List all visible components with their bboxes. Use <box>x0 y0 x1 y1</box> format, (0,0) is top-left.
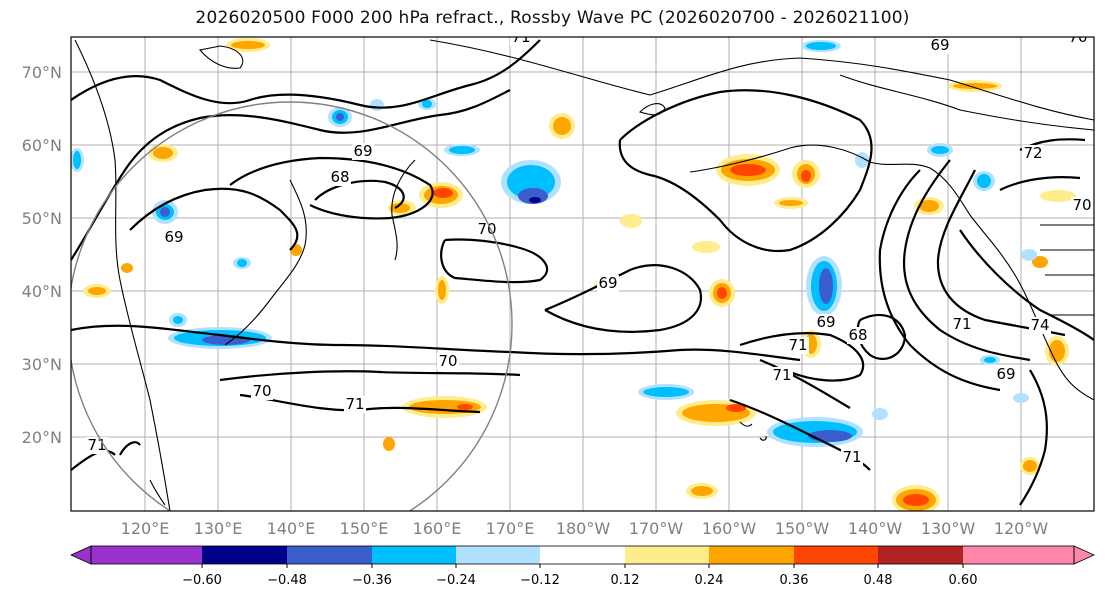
colorbar-tick-label: −0.60 <box>182 573 222 588</box>
contour-label-bg <box>510 37 532 46</box>
contour-label-bg <box>1071 197 1093 214</box>
colorbar-segment <box>287 546 372 564</box>
colorbar-segment <box>963 546 1074 564</box>
colorbar-ticks: −0.60 −0.48 −0.36 −0.24 −0.12 0.12 0.24 0.36 0.4… <box>182 564 977 588</box>
colorbar-segment <box>372 546 456 564</box>
graticule <box>71 37 1094 511</box>
latitude-labels: 70°N 60°N 50°N 40°N 30°N 20°N <box>22 63 62 447</box>
lon-label: 150°W <box>775 519 830 538</box>
contour-label: 72 <box>1023 144 1042 162</box>
colorbar-tick-label: 0.48 <box>864 573 893 588</box>
contour-label: 68 <box>330 168 349 186</box>
lon-label: 170°E <box>486 519 535 538</box>
contour-label-bg <box>1029 317 1051 334</box>
contour-label-bg <box>86 437 108 454</box>
contour-label: 69 <box>598 274 617 292</box>
contour-label-bg <box>352 143 374 160</box>
colorbar-tick-label: −0.12 <box>520 573 560 588</box>
contour-label: 71 <box>511 28 530 46</box>
contour-label: 71 <box>842 448 861 466</box>
contour-label: 70 <box>1072 196 1091 214</box>
lat-label: 70°N <box>22 63 62 82</box>
lat-label: 50°N <box>22 209 62 228</box>
contour-label: 70 <box>1068 28 1087 46</box>
colorbar-tick-label: −0.24 <box>436 573 476 588</box>
contour-label-bg <box>929 37 951 54</box>
contour-label-bg <box>1067 37 1089 46</box>
contour-label: 70 <box>477 220 496 238</box>
contour-label: 74 <box>1030 316 1049 334</box>
colorbar-segment <box>625 546 709 564</box>
lat-label: 60°N <box>22 136 62 155</box>
contour-label-bg <box>597 275 619 292</box>
contour-label: 70 <box>438 352 457 370</box>
colorbar-segment <box>878 546 963 564</box>
colorbar-min-extension <box>70 545 92 565</box>
colorbar-tick-label: −0.48 <box>267 573 307 588</box>
lon-label: 160°E <box>413 519 462 538</box>
contour-label-bg <box>344 396 366 413</box>
contour-label-bg <box>951 316 973 333</box>
colorbar-segment <box>709 546 794 564</box>
contour-label-bg <box>163 229 185 246</box>
contour-label: 71 <box>772 366 791 384</box>
colorbar-max-extension <box>1073 545 1095 565</box>
colorbar-segment <box>456 546 540 564</box>
lon-label: 120°W <box>994 519 1049 538</box>
contour-label: 69 <box>353 142 372 160</box>
contour-label-bg <box>1022 145 1044 162</box>
colorbar <box>70 545 1095 565</box>
longitude-labels: 120°E 130°E 140°E 150°E 160°E 170°E 180°W 170°W… <box>121 519 1049 538</box>
refractivity-contours <box>71 39 1094 506</box>
contour-label-bg <box>771 367 793 384</box>
contour-label: 70 <box>252 382 271 400</box>
colorbar-tick-label: −0.36 <box>352 573 392 588</box>
contour-label: 71 <box>952 315 971 333</box>
lat-label: 40°N <box>22 282 62 301</box>
great-circle <box>71 101 513 511</box>
contour-label-bg <box>329 169 351 186</box>
contour-label-bg <box>815 314 837 331</box>
lon-label: 120°E <box>121 519 170 538</box>
lon-label: 180°W <box>556 519 611 538</box>
contour-label: 69 <box>930 36 949 54</box>
map-frame <box>70 36 1095 512</box>
colorbar-tick-label: 0.60 <box>949 573 978 588</box>
lon-label: 150°E <box>340 519 389 538</box>
contour-label: 69 <box>816 313 835 331</box>
colorbar-outline <box>90 545 1075 565</box>
contour-label: 68 <box>848 326 867 344</box>
contour-label-bg <box>841 449 863 466</box>
lon-label: 170°W <box>629 519 684 538</box>
contour-label-bg <box>251 383 273 400</box>
lat-label: 20°N <box>22 428 62 447</box>
lon-label: 160°W <box>702 519 757 538</box>
lon-label: 140°E <box>267 519 316 538</box>
colorbar-tick-label: 0.12 <box>611 573 640 588</box>
contour-label-bg <box>847 327 869 344</box>
lon-label: 140°W <box>848 519 903 538</box>
lon-label: 130°W <box>921 519 976 538</box>
contour-label-bg <box>787 337 809 354</box>
contour-label: 69 <box>164 228 183 246</box>
coastlines <box>74 39 1094 511</box>
colorbar-segment <box>91 546 202 564</box>
contour-label-bg <box>437 353 459 370</box>
lat-label: 30°N <box>22 355 62 374</box>
contour-label: 71 <box>788 336 807 354</box>
contour-label: 71 <box>345 395 364 413</box>
colorbar-segment <box>794 546 878 564</box>
colorbar-segment <box>202 546 287 564</box>
colorbar-segment <box>540 546 625 564</box>
contour-label: 69 <box>996 365 1015 383</box>
colorbar-tick-label: 0.36 <box>780 573 809 588</box>
lon-label: 130°E <box>194 519 243 538</box>
map-title: 2026020500 F000 200 hPa refract., Rossby… <box>195 8 910 28</box>
colorbar-tick-label: 0.24 <box>695 573 724 588</box>
contour-label-bg <box>995 366 1017 383</box>
